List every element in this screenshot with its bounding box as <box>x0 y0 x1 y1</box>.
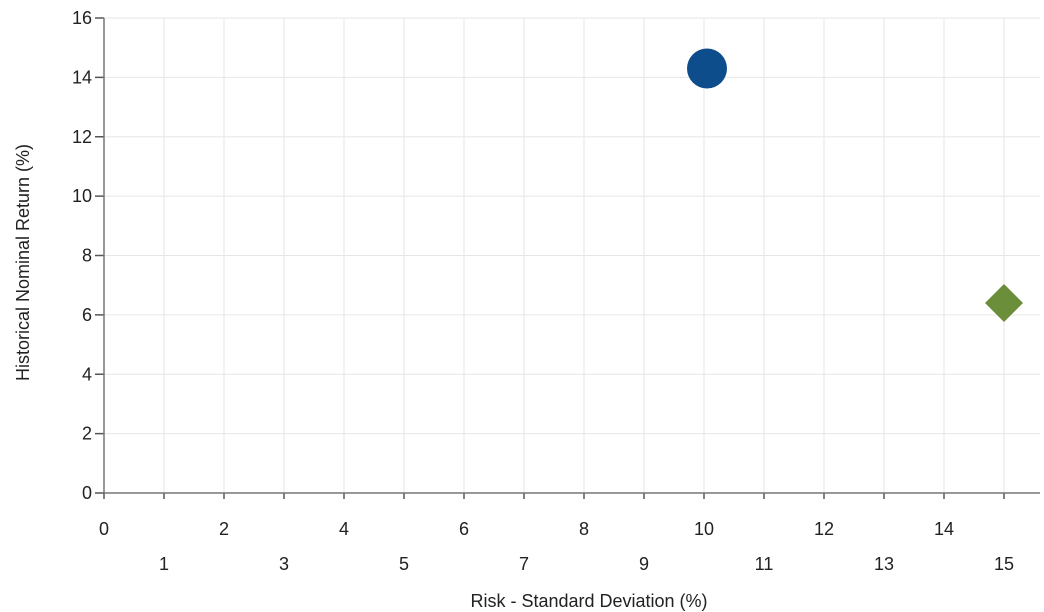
y-tick-label: 14 <box>72 67 92 87</box>
y-tick-label: 4 <box>82 364 92 384</box>
x-tick-label: 1 <box>159 554 169 574</box>
x-tick-label: 13 <box>874 554 894 574</box>
x-tick-label: 10 <box>694 519 714 539</box>
y-tick-label: 8 <box>82 246 92 266</box>
x-tick-label: 8 <box>579 519 589 539</box>
y-tick-label: 0 <box>82 483 92 503</box>
point-layer <box>687 48 1023 322</box>
y-axis-title: Historical Nominal Return (%) <box>13 144 33 381</box>
axis-layer <box>95 17 1040 499</box>
y-tick-label: 6 <box>82 305 92 325</box>
x-tick-label: 5 <box>399 554 409 574</box>
y-tick-label: 16 <box>72 8 92 28</box>
y-tick-label: 2 <box>82 424 92 444</box>
data-point-diamond <box>985 284 1023 322</box>
x-tick-label: 2 <box>219 519 229 539</box>
x-tick-label: 15 <box>994 554 1014 574</box>
x-tick-label: 3 <box>279 554 289 574</box>
data-point-circle <box>687 48 727 89</box>
x-tick-label: 9 <box>639 554 649 574</box>
y-tick-label: 12 <box>72 127 92 147</box>
x-tick-label: 6 <box>459 519 469 539</box>
x-tick-label: 12 <box>814 519 834 539</box>
x-tick-label: 11 <box>755 554 774 574</box>
y-tick-label: 10 <box>72 186 92 206</box>
x-tick-label: 7 <box>519 554 529 574</box>
x-tick-label: 0 <box>99 519 109 539</box>
x-tick-label: 4 <box>339 519 349 539</box>
x-tick-label: 14 <box>934 519 954 539</box>
grid-layer <box>104 17 1040 493</box>
x-axis-title: Risk - Standard Deviation (%) <box>470 591 707 611</box>
